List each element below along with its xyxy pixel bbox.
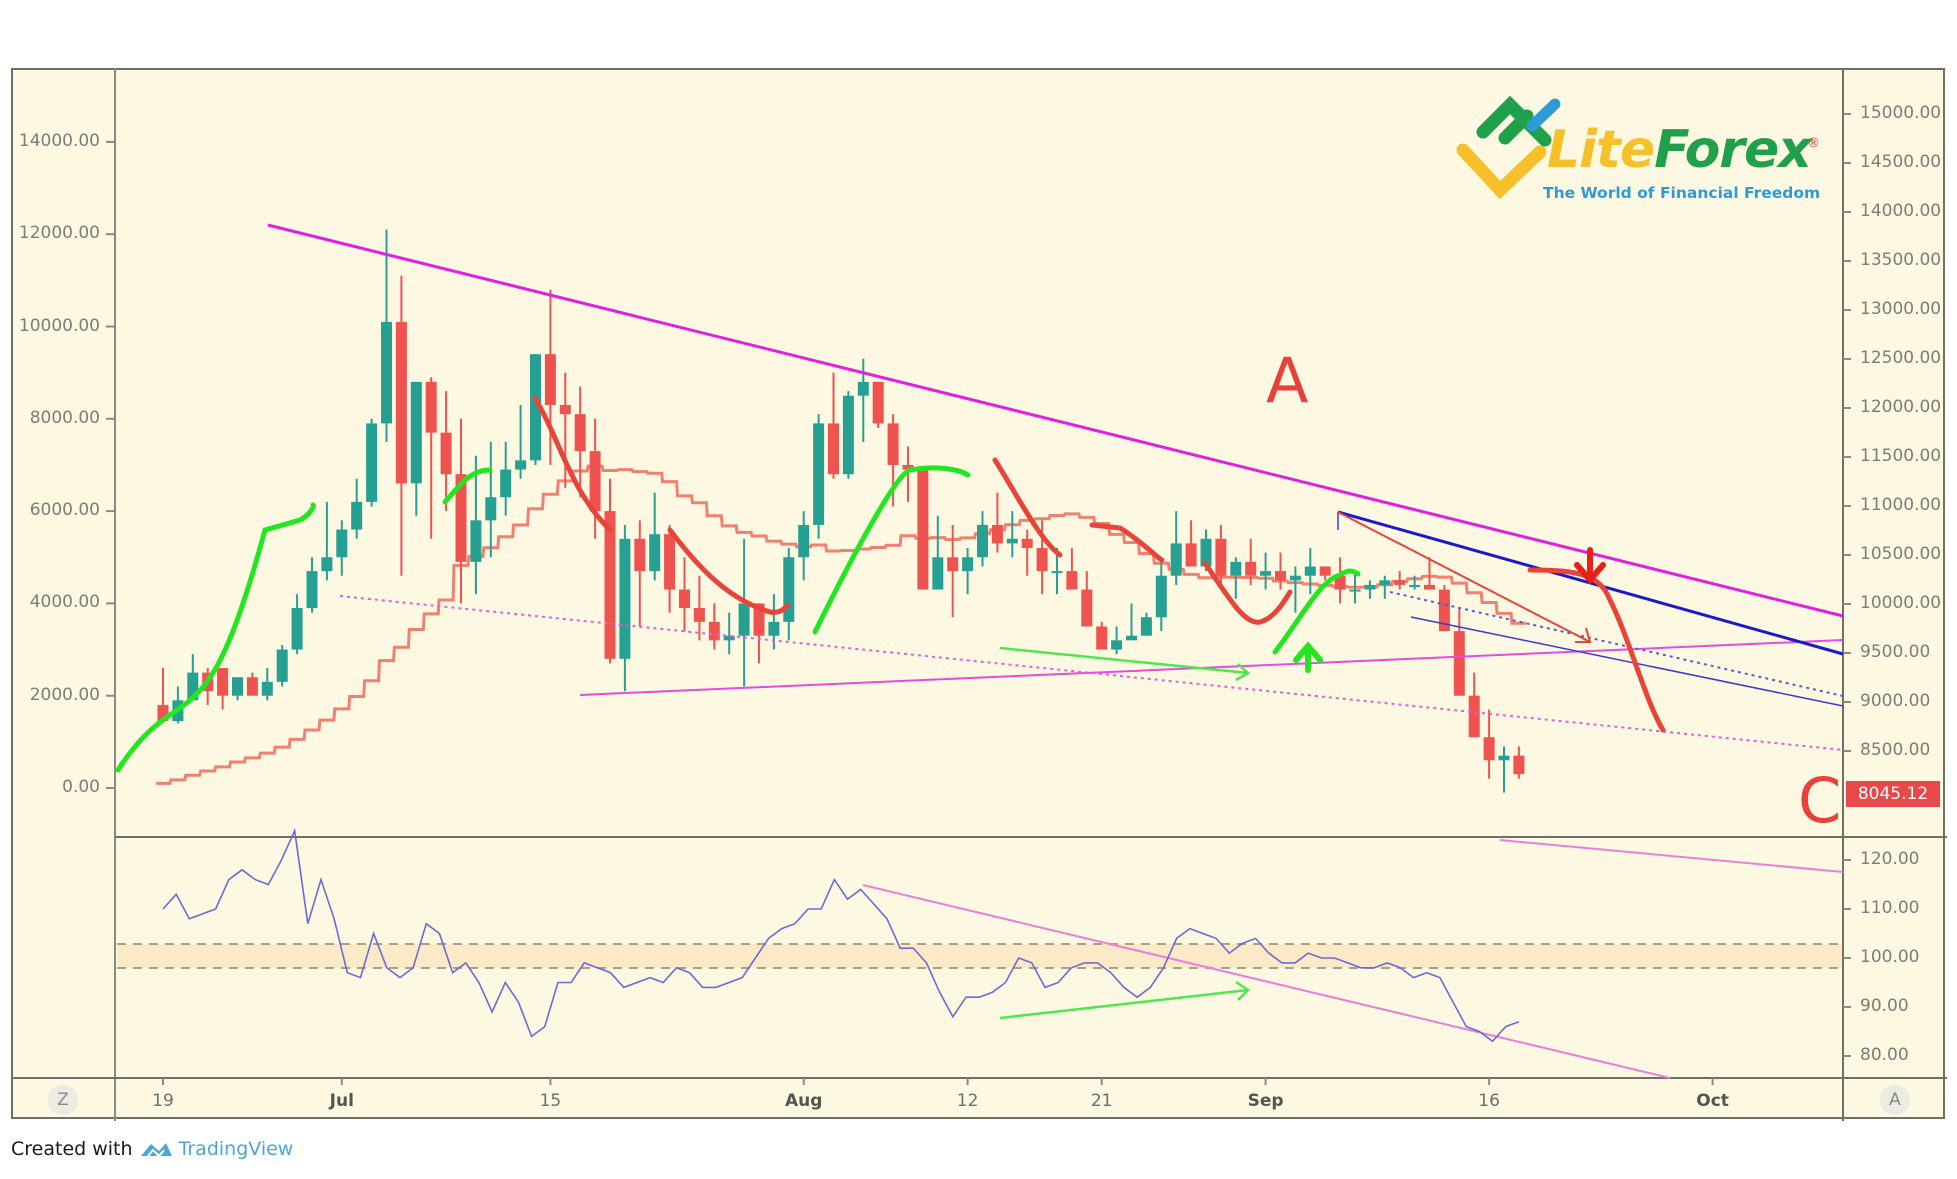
axis-tick-label: 0.00 bbox=[62, 777, 100, 797]
candlestick-series bbox=[157, 229, 1525, 793]
registered-mark: ® bbox=[1807, 136, 1820, 151]
axis-tick-label: 14000.00 bbox=[1860, 201, 1942, 221]
axis-tick-label: 13000.00 bbox=[1860, 299, 1942, 319]
red-down-arrow-icon bbox=[1574, 547, 1606, 585]
green-thin-arrows bbox=[999, 646, 1251, 1020]
time-tick-label: 21 bbox=[1090, 1091, 1113, 1111]
annotation-c: C bbox=[1798, 764, 1842, 837]
axis-tick-label: 8500.00 bbox=[1860, 740, 1931, 760]
time-tick-label: Sep bbox=[1247, 1091, 1284, 1111]
axis-tick-label: 80.00 bbox=[1860, 1045, 1909, 1065]
axis-tick-label: 6000.00 bbox=[29, 500, 100, 521]
axis-tick-label: 9500.00 bbox=[1860, 642, 1931, 662]
pink-indicator-upper bbox=[1499, 839, 1844, 873]
axis-tick-label: 110.00 bbox=[1860, 898, 1920, 918]
last-price-label: 8045.12 bbox=[1846, 781, 1940, 807]
axis-tick-label: 10000.00 bbox=[18, 315, 100, 336]
navy-channel-lower bbox=[1410, 616, 1844, 707]
time-tick-label: 12 bbox=[956, 1091, 979, 1111]
annotation-a: A bbox=[1266, 344, 1309, 417]
red-arrow-head bbox=[1575, 627, 1592, 643]
indicator-band bbox=[117, 944, 1842, 968]
liteforex-logo-icon bbox=[1456, 95, 1561, 200]
axis-tick-label: 12000.00 bbox=[18, 223, 100, 244]
tradingview-link[interactable]: TradingView bbox=[178, 1138, 294, 1160]
time-tick-label: 16 bbox=[1478, 1091, 1500, 1111]
axis-tick-label: 11500.00 bbox=[1860, 446, 1942, 466]
zoom-reset-button[interactable]: Z bbox=[48, 1085, 78, 1115]
axis-tick-label: 90.00 bbox=[1860, 996, 1909, 1016]
axis-tick-label: 12500.00 bbox=[1860, 348, 1942, 368]
axis-tick-label: 14500.00 bbox=[1860, 152, 1942, 172]
axis-tick-label: 10500.00 bbox=[1860, 544, 1942, 564]
axis-tick-label: 2000.00 bbox=[29, 684, 100, 705]
auto-scale-button[interactable]: A bbox=[1880, 1085, 1910, 1115]
axis-tick-label: 4000.00 bbox=[29, 592, 100, 613]
oscillator-line bbox=[162, 827, 1520, 1043]
green-trend-arcs bbox=[115, 465, 1361, 773]
navy-dotted-mid bbox=[1389, 591, 1844, 697]
time-tick-label: 19 bbox=[152, 1091, 174, 1111]
axis-tick-label: 12000.00 bbox=[1860, 397, 1942, 417]
footer-prefix: Created with bbox=[11, 1138, 133, 1160]
axis-tick-label: 9000.00 bbox=[1860, 691, 1931, 711]
axis-tick-label: 15000.00 bbox=[1860, 103, 1942, 123]
time-tick-label: Jul bbox=[329, 1091, 354, 1111]
time-tick-label: 15 bbox=[539, 1091, 562, 1111]
axis-tick-label: 13500.00 bbox=[1860, 250, 1942, 270]
pink-indicator-trendline bbox=[862, 884, 1671, 1079]
green-up-arrow-icon bbox=[1293, 641, 1323, 673]
axis-tick-label: 10000.00 bbox=[1860, 593, 1942, 613]
tradingview-logo-icon bbox=[140, 1143, 172, 1158]
axis-tick-label: 120.00 bbox=[1860, 849, 1920, 869]
axis-tick-label: 8000.00 bbox=[29, 407, 100, 428]
logo-brand-text: LiteForex bbox=[1547, 120, 1812, 180]
time-tick-label: Oct bbox=[1696, 1091, 1729, 1111]
axis-tick-label: 14000.00 bbox=[18, 130, 100, 151]
magenta-upper-trendline bbox=[267, 223, 1844, 618]
axis-tick-label: 100.00 bbox=[1860, 947, 1920, 967]
axis-ticks bbox=[106, 113, 1851, 1085]
liteforex-logo: LiteForex ® The World of Financial Freed… bbox=[1455, 90, 1825, 205]
logo-tagline: The World of Financial Freedom bbox=[1543, 184, 1821, 202]
axis-tick-label: 11000.00 bbox=[1860, 495, 1942, 515]
red-trend-arcs bbox=[532, 395, 1666, 733]
time-tick-label: Aug bbox=[784, 1091, 823, 1111]
footer-credit: Created with TradingView bbox=[11, 1138, 293, 1160]
red-diagonal-arrow bbox=[1337, 511, 1591, 643]
